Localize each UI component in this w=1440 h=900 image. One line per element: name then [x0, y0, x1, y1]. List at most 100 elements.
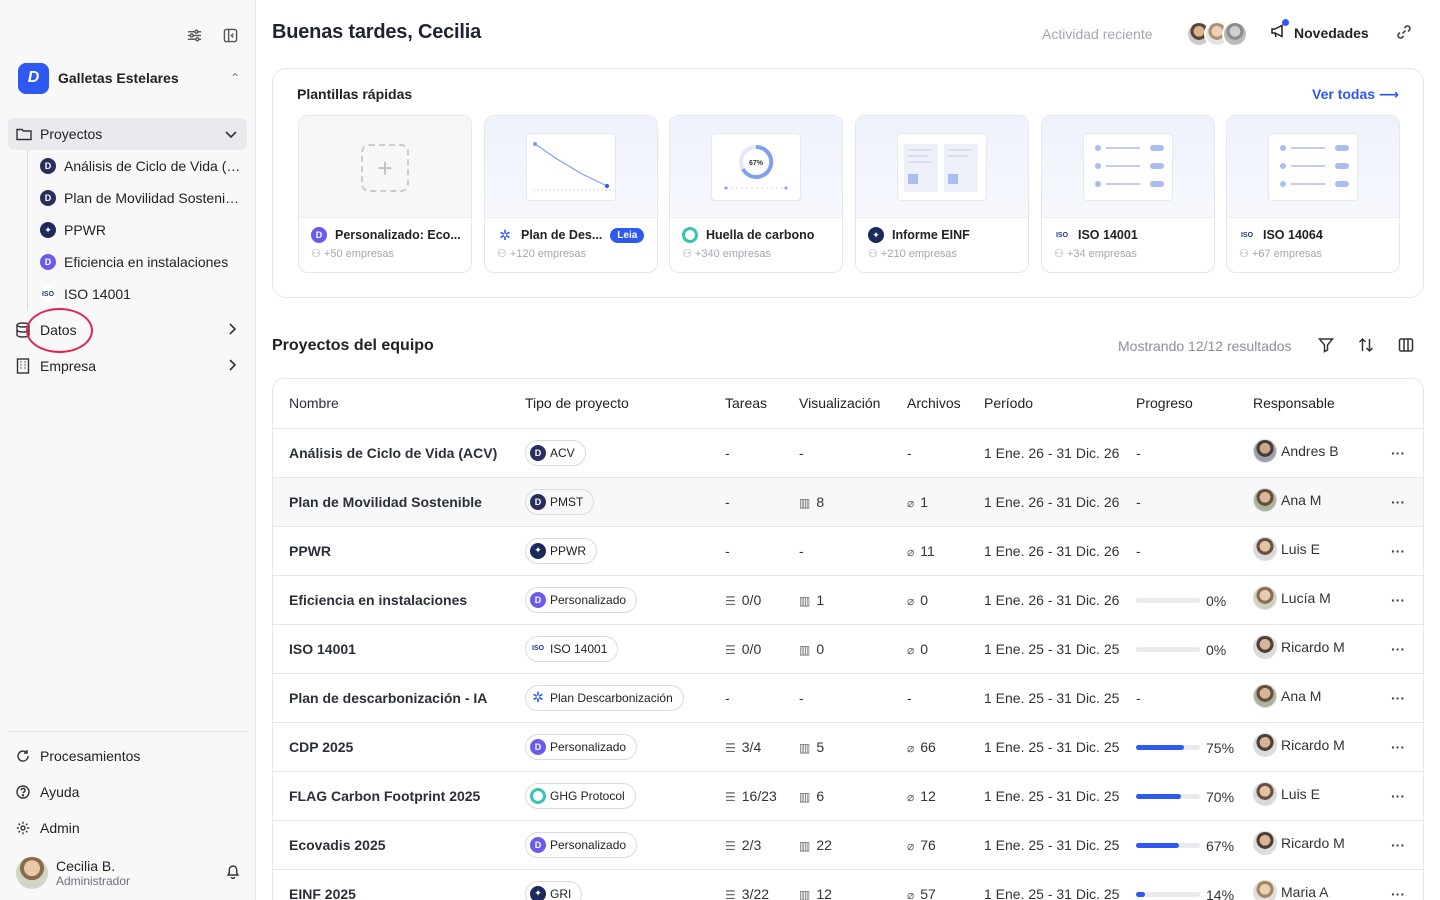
- more-options-icon[interactable]: ···: [1373, 575, 1423, 625]
- sidebar-project-item[interactable]: ✦ PPWR: [28, 214, 247, 246]
- sidebar-project-item[interactable]: D Análisis de Ciclo de Vida (ACV): [28, 150, 247, 182]
- collapse-sidebar-icon[interactable]: [221, 26, 239, 44]
- table-row[interactable]: Plan de Movilidad Sostenible D PMST - ▥ 8 …: [273, 477, 1423, 527]
- org-switcher[interactable]: D Galletas Estelares ⌃: [18, 62, 240, 94]
- column-header-visualization[interactable]: Visualización: [799, 379, 907, 429]
- table-header-row: Nombre Tipo de proyecto Tareas Visualiza…: [273, 379, 1423, 429]
- paperclip-icon: ⌀: [907, 789, 915, 804]
- table-row[interactable]: CDP 2025 D Personalizado ☰ 3/4 ▥ 5 ⌀ 66 1 En…: [273, 722, 1423, 772]
- period-value: 1 Ene. 25 - 31 Dic. 25: [984, 673, 1136, 723]
- project-name[interactable]: Análisis de Ciclo de Vida (ACV): [273, 428, 525, 478]
- template-card-decarbonization[interactable]: ✲ Plan de Des... Leia ⚇ +120 empresas: [484, 115, 658, 273]
- sidebar-item-company[interactable]: Empresa: [8, 350, 247, 382]
- table-row[interactable]: Análisis de Ciclo de Vida (ACV) D ACV - -…: [273, 428, 1423, 478]
- progress-value: 70%: [1206, 788, 1235, 805]
- visualization-value: -: [799, 444, 804, 461]
- more-options-icon[interactable]: ···: [1373, 673, 1423, 723]
- link-icon[interactable]: [1396, 24, 1412, 45]
- project-name[interactable]: FLAG Carbon Footprint 2025: [273, 771, 525, 821]
- progress-bar: 67%: [1136, 838, 1234, 854]
- sidebar-item-projects[interactable]: Proyectos: [8, 118, 247, 150]
- project-name[interactable]: Eficiencia en instalaciones: [273, 575, 525, 625]
- table-row[interactable]: PPWR ✦ PPWR - - ⌀ 11 1 Ene. 26 - 31 Dic. 2…: [273, 526, 1423, 576]
- template-card-custom[interactable]: + D Personalizado: Eco... ⚇ +50 empresas: [298, 115, 472, 273]
- template-usage: +340 empresas: [694, 248, 772, 260]
- avatar: [1253, 586, 1277, 610]
- more-options-icon[interactable]: ···: [1373, 722, 1423, 772]
- project-type-pill: ✦ GRI: [525, 880, 583, 900]
- recent-activity-avatars[interactable]: [1186, 21, 1248, 47]
- project-name[interactable]: PPWR: [273, 526, 525, 576]
- table-row[interactable]: Plan de descarbonización - IA ✲ Plan Desc…: [273, 673, 1423, 723]
- sidebar-item-help[interactable]: Ayuda: [8, 776, 247, 808]
- bar-chart-icon: ▥: [799, 593, 811, 608]
- eu-flag-icon: ✦: [40, 222, 56, 238]
- sidebar-project-item[interactable]: ISO ISO 14001: [28, 278, 247, 310]
- user-profile[interactable]: Cecilia B. Administrador: [16, 856, 240, 890]
- table-row[interactable]: EINF 2025 ✦ GRI ☰ 3/22 ▥ 12 ⌀ 57 1 Ene. 25 -…: [273, 869, 1423, 900]
- period-value: 1 Ene. 26 - 31 Dic. 26: [984, 477, 1136, 527]
- column-header-progress[interactable]: Progreso: [1136, 379, 1253, 429]
- sidebar-project-item[interactable]: D Eficiencia en instalaciones: [28, 246, 247, 278]
- progress-value: -: [1136, 444, 1141, 461]
- project-name[interactable]: CDP 2025: [273, 722, 525, 772]
- avatar: [1253, 733, 1277, 757]
- checklist-icon: ☰: [725, 642, 736, 657]
- chevron-right-icon: [229, 358, 237, 374]
- settings-sliders-icon[interactable]: [185, 26, 203, 44]
- sidebar-item-processing[interactable]: Procesamientos: [8, 740, 247, 772]
- project-type-icon: D: [530, 444, 546, 461]
- more-options-icon[interactable]: ···: [1373, 771, 1423, 821]
- files-value: 66: [920, 738, 936, 755]
- template-card-einf[interactable]: ✦ Informe EINF ⚇ +210 empresas: [855, 115, 1029, 273]
- sidebar-item-admin[interactable]: Admin: [8, 812, 247, 844]
- project-name[interactable]: EINF 2025: [273, 869, 525, 900]
- more-options-icon[interactable]: ···: [1373, 624, 1423, 674]
- owner: Ricardo M: [1253, 733, 1345, 757]
- columns-icon[interactable]: [1398, 337, 1414, 358]
- project-type-pill: ISO ISO 14001: [525, 635, 619, 662]
- avatar: [1253, 488, 1277, 512]
- owner: Andres B: [1253, 439, 1339, 463]
- column-header-tasks[interactable]: Tareas: [725, 379, 799, 429]
- project-label: Eficiencia en instalaciones: [64, 254, 229, 270]
- sort-icon[interactable]: [1358, 337, 1374, 358]
- template-card-iso-14064[interactable]: ISO ISO 14064 ⚇ +67 empresas: [1226, 115, 1400, 273]
- see-all-link[interactable]: Ver todas ⟶: [1312, 86, 1399, 102]
- more-options-icon[interactable]: ···: [1373, 869, 1423, 900]
- progress-value: 0%: [1206, 592, 1227, 609]
- template-thumbnail: [1042, 116, 1214, 218]
- table-row[interactable]: ISO 14001 ISO ISO 14001 ☰ 0/0 ▥ 0 ⌀ 0 1 Ene.…: [273, 624, 1423, 674]
- recent-activity-link[interactable]: Actividad reciente: [1042, 26, 1153, 42]
- column-header-type[interactable]: Tipo de proyecto: [525, 379, 725, 429]
- template-card-carbon-footprint[interactable]: 67% Huella de carbono ⚇ +340 empresas: [669, 115, 843, 273]
- sidebar-project-item[interactable]: D Plan de Movilidad Sostenible: [28, 182, 247, 214]
- column-header-owner[interactable]: Responsable: [1253, 379, 1373, 429]
- project-name[interactable]: Plan de descarbonización - IA: [273, 673, 525, 723]
- project-name[interactable]: Ecovadis 2025: [273, 820, 525, 870]
- more-options-icon[interactable]: ···: [1373, 820, 1423, 870]
- project-type-icon: ✦: [530, 885, 546, 900]
- visualization-value: -: [799, 689, 804, 706]
- template-card-iso-14001[interactable]: ISO ISO 14001 ⚇ +34 empresas: [1041, 115, 1215, 273]
- table-row[interactable]: FLAG Carbon Footprint 2025 GHG Protocol …: [273, 771, 1423, 821]
- progress-value: -: [1136, 493, 1141, 510]
- column-header-files[interactable]: Archivos: [907, 379, 984, 429]
- more-options-icon[interactable]: ···: [1373, 428, 1423, 478]
- table-row[interactable]: Ecovadis 2025 D Personalizado ☰ 2/3 ▥ 22 ⌀ 7…: [273, 820, 1423, 870]
- tasks-value: 3/22: [741, 885, 770, 900]
- more-options-icon[interactable]: ···: [1373, 526, 1423, 576]
- bell-icon[interactable]: [226, 864, 240, 883]
- tasks-value: 3/4: [741, 738, 762, 755]
- table-row[interactable]: Eficiencia en instalaciones D Personaliza…: [273, 575, 1423, 625]
- project-name[interactable]: Plan de Movilidad Sostenible: [273, 477, 525, 527]
- project-name[interactable]: ISO 14001: [273, 624, 525, 674]
- filter-icon[interactable]: [1317, 337, 1335, 358]
- progress-bar: 0%: [1136, 642, 1226, 658]
- progress-value: 0%: [1206, 641, 1227, 658]
- news-button[interactable]: Novedades: [1270, 19, 1369, 41]
- more-options-icon[interactable]: ···: [1373, 477, 1423, 527]
- column-header-name[interactable]: Nombre: [273, 379, 525, 429]
- column-header-period[interactable]: Período: [984, 379, 1136, 429]
- template-thumbnail: [1227, 116, 1399, 218]
